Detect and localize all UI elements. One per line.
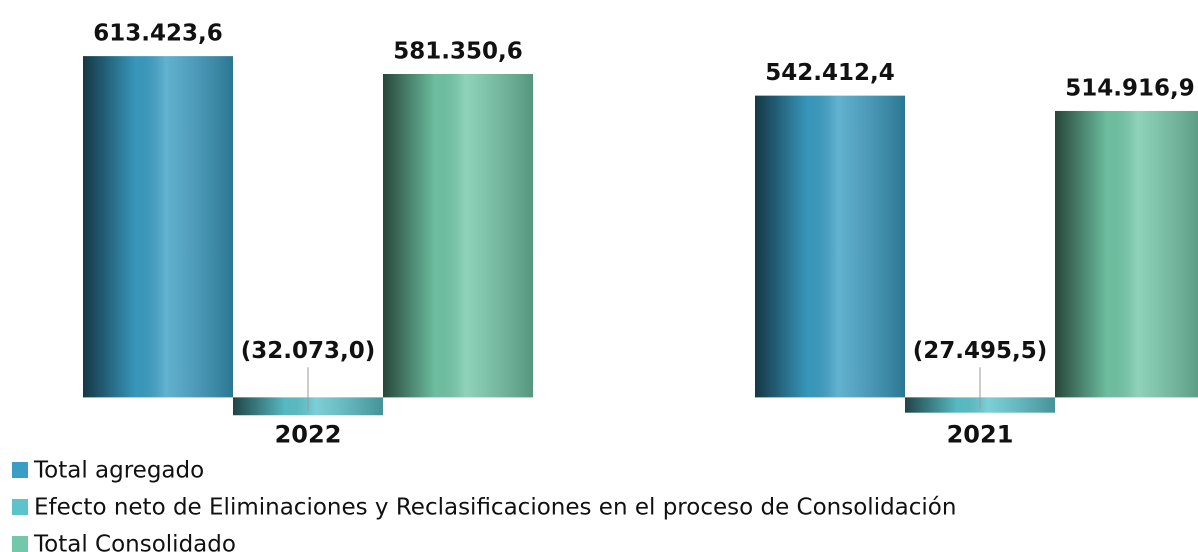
bar-shade [1055, 110, 1198, 398]
x-tick-label: 2022 [275, 420, 342, 448]
value-label: 542.412,4 [765, 60, 895, 86]
bar-shade [383, 73, 533, 398]
value-label: (27.495,5) [913, 338, 1048, 364]
legend-label: Total Consolidado [33, 532, 236, 552]
bar-shade [755, 95, 905, 398]
legend-label: Efecto neto de Eliminaciones y Reclasifi… [34, 495, 956, 521]
legend-swatch [12, 536, 28, 552]
legend-swatch [12, 462, 28, 478]
value-label: 613.423,6 [93, 21, 223, 47]
legend-swatch [12, 499, 28, 515]
value-label: 514.916,9 [1065, 75, 1195, 101]
bar-shade [83, 56, 233, 398]
x-tick-label: 2021 [947, 420, 1014, 448]
value-label: 581.350,6 [393, 38, 523, 64]
legend-label: Total agregado [33, 458, 204, 484]
value-label: (32.073,0) [241, 338, 376, 364]
